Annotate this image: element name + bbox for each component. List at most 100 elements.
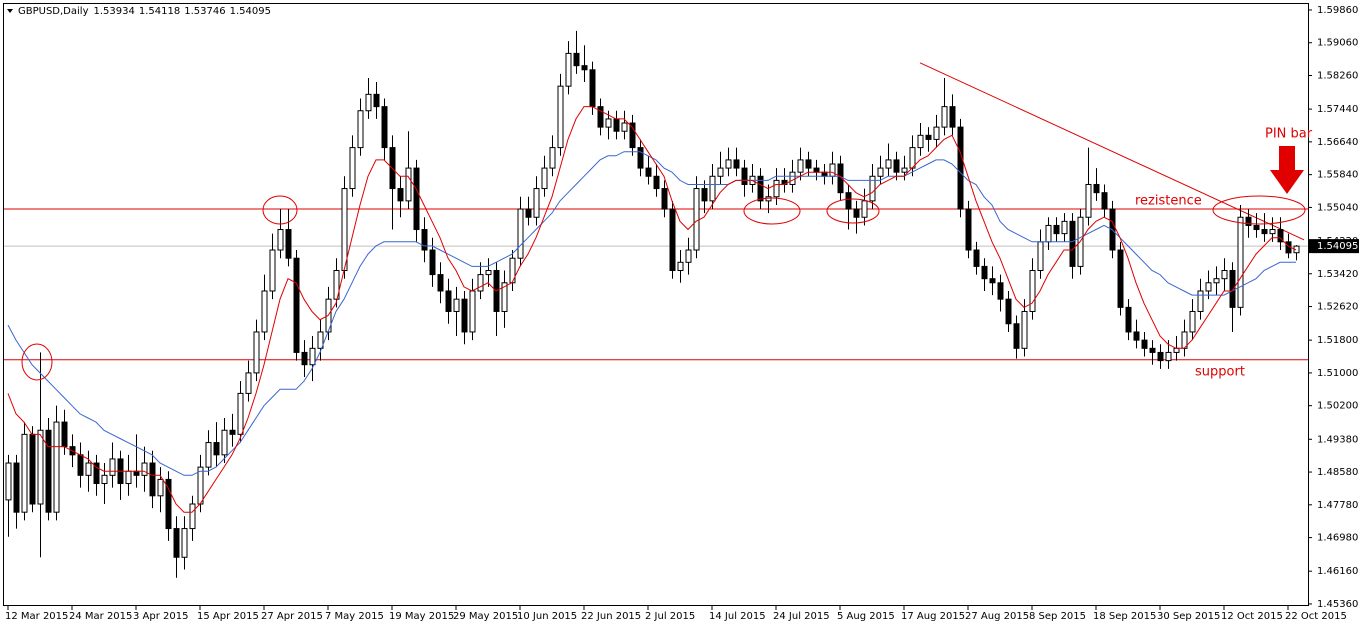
- candle-body: [653, 175, 660, 190]
- candle-body: [1157, 351, 1164, 362]
- candle-body: [973, 249, 980, 267]
- candle-body: [501, 282, 508, 312]
- candle-body: [741, 167, 748, 185]
- x-tick-label: 10 Jun 2015: [517, 611, 577, 622]
- x-tick-label: 5 Aug 2015: [837, 611, 895, 622]
- open-value: 1.53934: [94, 6, 135, 17]
- candle-body: [517, 208, 524, 259]
- candle-body: [461, 298, 468, 333]
- y-tick-label: 1.59860: [1317, 5, 1358, 16]
- chart-title: GBPUSD,Daily: [18, 6, 89, 17]
- candle-body: [541, 167, 548, 190]
- candle-body: [789, 171, 796, 185]
- x-tick-label: 14 Jul 2015: [709, 611, 766, 622]
- candle-body: [237, 392, 244, 435]
- candle-body: [261, 290, 268, 333]
- candle-body: [1253, 224, 1260, 231]
- candle-body: [989, 278, 996, 284]
- candle-body: [661, 188, 668, 210]
- candle-body: [413, 167, 420, 231]
- candle-body: [477, 274, 484, 292]
- candle-body: [453, 298, 460, 312]
- candle-body: [1117, 249, 1124, 308]
- candle-body: [765, 196, 772, 202]
- candle-body: [365, 93, 372, 112]
- highlight-ellipse: [743, 197, 801, 225]
- candle-body: [165, 478, 172, 530]
- candle-body: [1213, 278, 1220, 284]
- candle-body: [885, 159, 892, 169]
- candle-body: [1093, 183, 1100, 194]
- candle-body: [685, 249, 692, 263]
- candle-body: [1173, 347, 1180, 353]
- candle-body: [981, 265, 988, 280]
- candle-body: [645, 167, 652, 177]
- candle-body: [1069, 220, 1076, 267]
- candle-body: [725, 159, 732, 169]
- candle-body: [1125, 306, 1132, 333]
- candle-body: [101, 474, 108, 485]
- candle-body: [157, 478, 164, 497]
- y-tick-label: 1.50200: [1317, 401, 1358, 412]
- x-tick-label: 29 May 2015: [453, 611, 518, 622]
- x-tick-label: 18 Sep 2015: [1093, 611, 1156, 622]
- candle-body: [821, 171, 828, 177]
- y-tick-label: 1.56640: [1317, 137, 1358, 148]
- candle-body: [893, 159, 900, 173]
- x-tick-label: 30 Sep 2015: [1157, 611, 1220, 622]
- candle-body: [205, 442, 212, 468]
- candle-body: [925, 134, 932, 140]
- candle-body: [813, 167, 820, 173]
- x-tick-label: 3 Apr 2015: [133, 611, 188, 622]
- candle-body: [93, 462, 100, 485]
- candle-body: [589, 69, 596, 108]
- candle-body: [1053, 224, 1060, 235]
- candle-body: [1149, 347, 1156, 353]
- x-tick-label: 8 Sep 2015: [1029, 611, 1086, 622]
- x-tick-label: 2 Jul 2015: [645, 611, 695, 622]
- y-tick-label: 1.53420: [1317, 269, 1358, 280]
- candle-body: [149, 462, 156, 497]
- candle-body: [85, 462, 92, 476]
- y-tick-label: 1.59060: [1317, 38, 1358, 49]
- candle-body: [1005, 298, 1012, 325]
- high-value: 1.54118: [139, 6, 180, 17]
- y-tick-label: 1.46980: [1317, 533, 1358, 544]
- candle-body: [53, 421, 60, 513]
- candle-body: [965, 208, 972, 251]
- candle-body: [397, 188, 404, 202]
- candle-body: [1021, 310, 1028, 349]
- highlight-ellipse: [21, 343, 53, 381]
- candle-body: [581, 65, 588, 71]
- y-tick-label: 1.46160: [1317, 566, 1358, 577]
- candle-body: [469, 290, 476, 333]
- candle-body: [949, 106, 956, 128]
- candle-body: [269, 249, 276, 292]
- candle-body: [61, 421, 68, 448]
- candle-body: [301, 351, 308, 366]
- candle-body: [77, 454, 84, 476]
- highlight-ellipse: [1212, 195, 1306, 225]
- y-tick-label: 1.51000: [1317, 368, 1358, 379]
- highlight-ellipse: [826, 198, 880, 224]
- candle-body: [757, 175, 764, 202]
- candle-body: [693, 188, 700, 251]
- candle-body: [485, 269, 492, 276]
- y-tick-label: 1.51800: [1317, 335, 1358, 346]
- candle-body: [1197, 290, 1204, 312]
- candle-body: [1141, 339, 1148, 349]
- low-value: 1.53746: [184, 6, 225, 17]
- candle-body: [429, 249, 436, 276]
- candle-body: [373, 93, 380, 108]
- candle-body: [253, 331, 260, 374]
- candle-body: [309, 347, 316, 366]
- candle-body: [613, 118, 620, 132]
- candle-body: [1013, 323, 1020, 349]
- candle-body: [189, 503, 196, 530]
- candle-body: [1061, 220, 1068, 235]
- y-tick-label: 1.49380: [1317, 434, 1358, 445]
- candle-body: [1221, 269, 1228, 280]
